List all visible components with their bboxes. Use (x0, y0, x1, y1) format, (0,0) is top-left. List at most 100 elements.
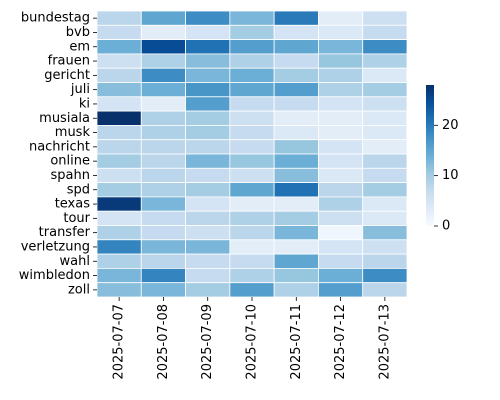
heatmap-cell-musk-2025-07-09 (185, 125, 231, 141)
heatmap-cell-musk-2025-07-07 (96, 125, 142, 141)
heatmap-cell-bvb-2025-07-11 (273, 24, 319, 40)
y-tick-label-zoll: zoll (68, 282, 90, 297)
heatmap-cell-gericht-2025-07-12 (318, 67, 364, 83)
heatmap-cell-online-2025-07-13 (362, 153, 408, 169)
heatmap-cell-online-2025-07-10 (229, 153, 275, 169)
y-tick-label-wahl: wahl (60, 254, 90, 269)
heatmap-cell-spd-2025-07-07 (96, 182, 142, 198)
heatmap-cell-spd-2025-07-10 (229, 182, 275, 198)
heatmap-cell-bundestag-2025-07-11 (273, 10, 319, 26)
heatmap-cell-ki-2025-07-12 (318, 96, 364, 112)
heatmap-cell-wahl-2025-07-10 (229, 253, 275, 269)
heatmap-cell-online-2025-07-11 (273, 153, 319, 169)
heatmap-cell-zoll-2025-07-10 (229, 282, 275, 298)
colorbar-tick-label-20: 20 (442, 118, 459, 133)
heatmap-cell-em-2025-07-08 (140, 39, 186, 55)
heatmap-cell-bvb-2025-07-10 (229, 24, 275, 40)
heatmap-cell-gericht-2025-07-08 (140, 67, 186, 83)
heatmap-cell-transfer-2025-07-09 (185, 225, 231, 241)
y-tick-label-juli: juli (70, 82, 90, 97)
y-tick-label-wimbledon: wimbledon (19, 268, 90, 283)
x-tick-labels: 2025-07-07 2025-07-08 2025-07-09 2025-07-10… (112, 297, 392, 380)
heatmap-cell-wimbledon-2025-07-08 (140, 267, 186, 284)
heatmap-cell-tour-2025-07-09 (185, 210, 231, 226)
heatmap-cell-juli-2025-07-08 (140, 82, 186, 98)
heatmap-cell-spahn-2025-07-10 (229, 167, 275, 184)
heatmap-cell-bvb-2025-07-07 (96, 24, 142, 40)
heatmap-cell-ki-2025-07-13 (362, 96, 408, 112)
heatmap-cell-nachricht-2025-07-10 (229, 139, 275, 155)
heatmap-cell-nachricht-2025-07-11 (273, 139, 319, 155)
heatmap-cell-em-2025-07-13 (362, 39, 408, 55)
heatmap-cell-bvb-2025-07-12 (318, 24, 364, 40)
heatmap-cell-em-2025-07-12 (318, 39, 364, 55)
y-tick-label-texas: texas (55, 197, 91, 212)
heatmap-cell-verletzung-2025-07-10 (229, 239, 275, 255)
heatmap-cell-transfer-2025-07-12 (318, 225, 364, 241)
heatmap-cell-verletzung-2025-07-13 (362, 239, 408, 255)
heatmap-cell-bvb-2025-07-08 (140, 24, 186, 40)
x-tick-label-2025-07-07: 2025-07-07 (112, 304, 127, 380)
heatmap-cell-wimbledon-2025-07-09 (185, 267, 231, 284)
heatmap-cell-ki-2025-07-07 (96, 96, 142, 112)
heatmap-cell-bundestag-2025-07-13 (362, 10, 408, 26)
heatmap-cell-wimbledon-2025-07-07 (96, 267, 142, 284)
heatmap-cell-ki-2025-07-11 (273, 96, 319, 112)
heatmap-cell-bundestag-2025-07-09 (185, 10, 231, 26)
heatmap-cell-zoll-2025-07-08 (140, 282, 186, 298)
heatmap-cell-juli-2025-07-07 (96, 82, 142, 98)
heatmap-cell-bundestag-2025-07-08 (140, 10, 186, 26)
heatmap-cell-wimbledon-2025-07-12 (318, 267, 364, 284)
heatmap-cell-wahl-2025-07-08 (140, 253, 186, 269)
heatmap-cell-gericht-2025-07-10 (229, 67, 275, 83)
heatmap-cell-juli-2025-07-09 (185, 82, 231, 98)
heatmap-cell-spd-2025-07-08 (140, 182, 186, 198)
heatmap-cell-frauen-2025-07-13 (362, 53, 408, 69)
heatmap-cell-wahl-2025-07-13 (362, 253, 408, 269)
heatmap-cell-texas-2025-07-09 (185, 196, 231, 212)
heatmap-cell-wimbledon-2025-07-10 (229, 267, 275, 284)
heatmap-cell-texas-2025-07-12 (318, 196, 364, 212)
heatmap-cell-gericht-2025-07-13 (362, 67, 408, 83)
heatmap-cell-gericht-2025-07-09 (185, 67, 231, 83)
heatmap-cell-juli-2025-07-13 (362, 82, 408, 98)
heatmap-cell-ki-2025-07-10 (229, 96, 275, 112)
heatmap-cell-texas-2025-07-08 (140, 196, 186, 212)
heatmap-cell-frauen-2025-07-12 (318, 53, 364, 69)
heatmap-cell-wimbledon-2025-07-13 (362, 267, 408, 284)
heatmap-cell-spahn-2025-07-08 (140, 167, 186, 184)
heatmap-cell-nachricht-2025-07-12 (318, 139, 364, 155)
heatmap-cell-online-2025-07-12 (318, 153, 364, 169)
y-tick-label-verletzung: verletzung (21, 239, 90, 254)
heatmap-cell-transfer-2025-07-11 (273, 225, 319, 241)
heatmap-cell-texas-2025-07-13 (362, 196, 408, 212)
heatmap-cell-nachricht-2025-07-07 (96, 139, 142, 155)
heatmap-cell-juli-2025-07-12 (318, 82, 364, 98)
y-tick-label-frauen: frauen (48, 54, 90, 69)
heatmap-cell-verletzung-2025-07-08 (140, 239, 186, 255)
heatmap-cell-musiala-2025-07-10 (229, 110, 275, 126)
heatmap-cell-transfer-2025-07-10 (229, 225, 275, 241)
heatmap-cell-em-2025-07-11 (273, 39, 319, 55)
heatmap-cell-bvb-2025-07-13 (362, 24, 408, 40)
x-tick-label-2025-07-11: 2025-07-11 (289, 304, 304, 380)
heatmap-cell-musiala-2025-07-08 (140, 110, 186, 126)
y-tick-labels: bundestagbvbemfrauengerichtjulikimusiala… (19, 11, 97, 297)
heatmap-cell-ki-2025-07-09 (185, 96, 231, 112)
heatmap-cell-nachricht-2025-07-08 (140, 139, 186, 155)
heatmap-cell-musiala-2025-07-13 (362, 110, 408, 126)
heatmap-cell-bvb-2025-07-09 (185, 24, 231, 40)
heatmap-cell-transfer-2025-07-07 (96, 225, 142, 241)
heatmap-cell-spd-2025-07-11 (273, 182, 319, 198)
heatmap-cell-nachricht-2025-07-09 (185, 139, 231, 155)
heatmap-cell-frauen-2025-07-07 (96, 53, 142, 69)
heatmap-cell-wahl-2025-07-12 (318, 253, 364, 269)
heatmap-cell-verletzung-2025-07-09 (185, 239, 231, 255)
heatmap-cell-online-2025-07-08 (140, 153, 186, 169)
y-tick-label-online: online (50, 154, 90, 169)
heatmap-cell-transfer-2025-07-13 (362, 225, 408, 241)
heatmap-cell-wimbledon-2025-07-11 (273, 267, 319, 284)
heatmap-cell-verletzung-2025-07-12 (318, 239, 364, 255)
heatmap-cell-online-2025-07-09 (185, 153, 231, 169)
